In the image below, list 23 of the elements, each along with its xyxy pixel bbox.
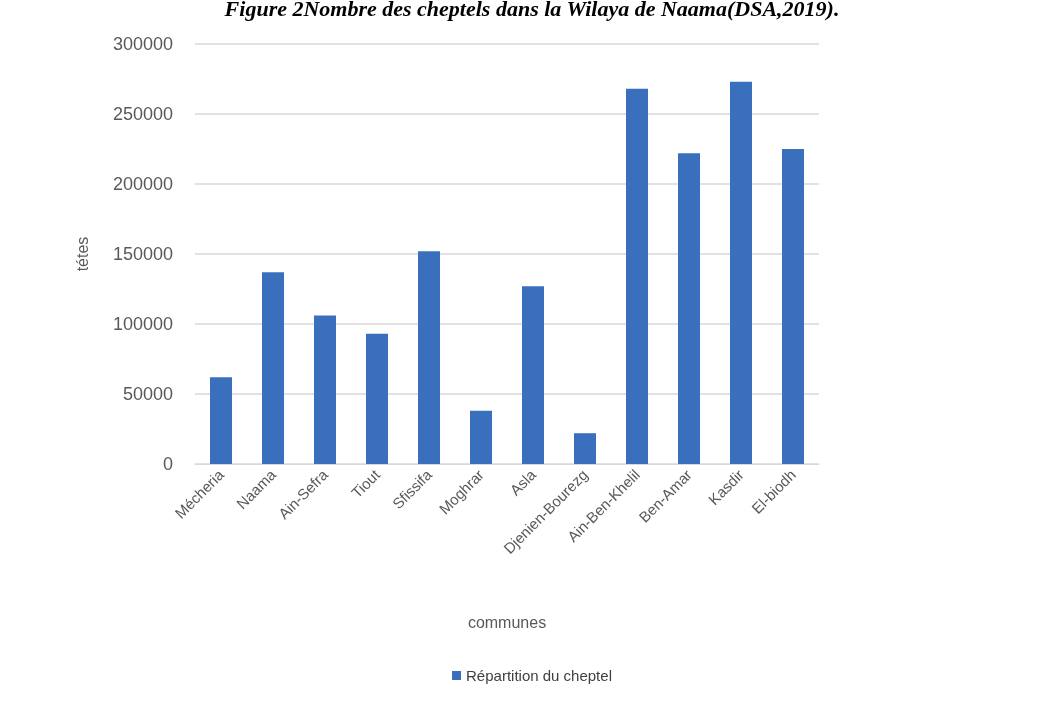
y-tick-label: 250000 — [112, 104, 173, 124]
bar — [730, 81, 752, 464]
bar — [574, 433, 596, 464]
chart-title: Figure 2Nombre des cheptels dans la Wilaya de Naama(DSA,2019). — [223, 0, 840, 21]
y-tick-label: 150000 — [112, 244, 173, 264]
y-tick-label: 300000 — [112, 34, 173, 54]
x-axis-title: communes — [467, 613, 547, 631]
bar — [210, 377, 232, 464]
y-tick-label: 0 — [162, 454, 173, 474]
legend-label: Répartition du cheptel — [466, 667, 612, 684]
y-tick-label: 100000 — [112, 314, 173, 334]
bar — [366, 333, 388, 464]
bar — [314, 315, 336, 464]
bar — [522, 286, 544, 464]
bar — [678, 153, 700, 464]
bar — [782, 149, 804, 464]
y-tick-label: 200000 — [112, 174, 173, 194]
y-tick-label: 50000 — [122, 384, 173, 404]
y-axis-title: tétes — [73, 236, 91, 272]
bar — [418, 251, 440, 464]
bar — [470, 410, 492, 464]
bar — [626, 88, 648, 464]
bar — [262, 272, 284, 464]
